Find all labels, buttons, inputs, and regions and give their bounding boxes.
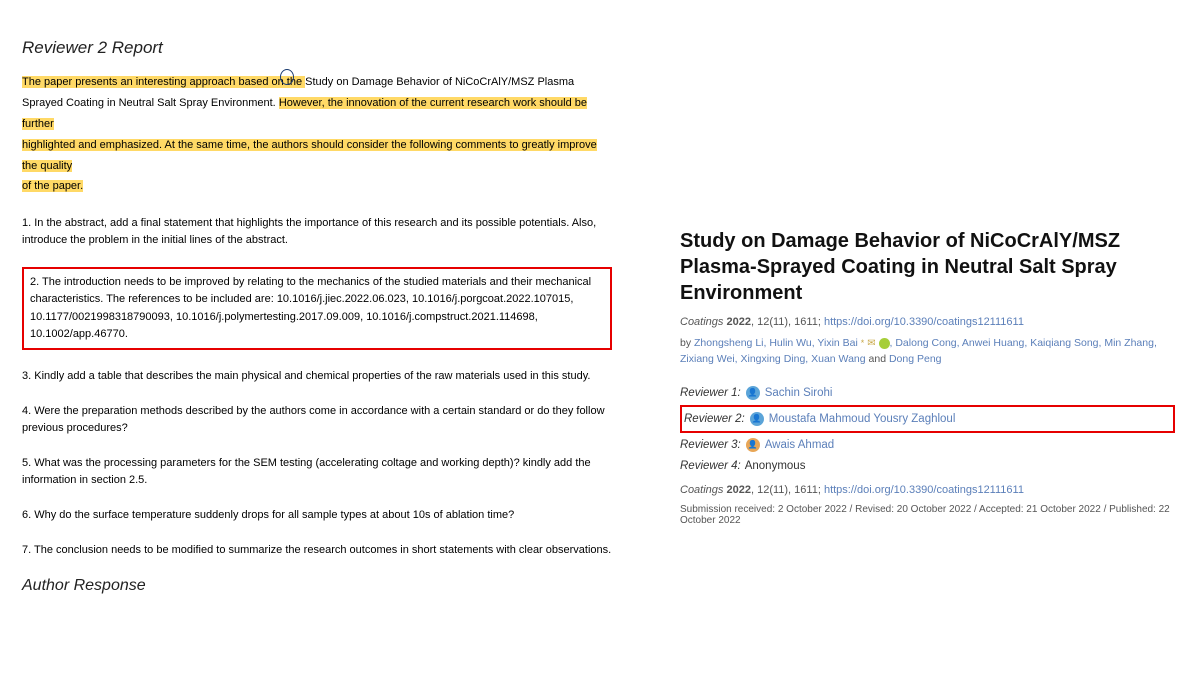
comment-3: 3. Kindly add a table that describes the… [22, 368, 612, 385]
avatar-icon: 👤 [750, 412, 764, 426]
doi-link-2[interactable]: https://doi.org/10.3390/coatings12111611 [824, 484, 1024, 496]
journal-name: Coatings [680, 316, 723, 328]
journal-year-2: 2022 [726, 484, 750, 496]
orcid-icon[interactable] [879, 338, 890, 349]
journal-vol-issue: , 12(11), 1611; [751, 316, 824, 328]
comment-1: 1. In the abstract, add a final statemen… [22, 215, 612, 249]
comment-4: 4. Were the preparation methods describe… [22, 403, 612, 437]
reviewer-4-label: Reviewer 4: [680, 460, 741, 472]
mail-icon[interactable]: ✉ [867, 338, 875, 349]
highlight-3: highlighted and emphasized. At the same … [22, 139, 597, 172]
comment-5: 5. What was the processing parameters fo… [22, 455, 612, 489]
reviewer-1-name[interactable]: Sachin Sirohi [765, 387, 833, 399]
comment-7: 7. The conclusion needs to be modified t… [22, 542, 612, 559]
journal-name-2: Coatings [680, 484, 723, 496]
avatar-icon: 👤 [746, 438, 760, 452]
by-label: by [680, 337, 694, 349]
avatar-icon: 👤 [746, 386, 760, 400]
journal-citation-2: Coatings 2022, 12(11), 1611; https://doi… [680, 484, 1175, 496]
intro-paragraph: The paper presents an interesting approa… [22, 72, 612, 197]
reviewer-2-highlighted-box: Reviewer 2: 👤 Moustafa Mahmoud Yousry Za… [680, 405, 1175, 433]
journal-year: 2022 [726, 316, 750, 328]
reviewer-report-panel: Reviewer 2 Report The paper presents an … [22, 38, 612, 595]
intro-plain2: Sprayed Coating in Neutral Salt Spray En… [22, 97, 279, 109]
highlight-1: The paper presents an interesting approa… [22, 76, 305, 88]
reviewer-3-label: Reviewer 3: [680, 439, 741, 451]
authors-list: by Zhongsheng Li, Hulin Wu, Yixin Bai * … [680, 336, 1175, 368]
reviewer-2-name[interactable]: Moustafa Mahmoud Yousry Zaghloul [769, 413, 956, 425]
reviewer-4-name: Anonymous [745, 460, 806, 472]
reviewer-1-label: Reviewer 1: [680, 387, 741, 399]
intro-mid: Study on Damage Behavior of NiCoCrAlY/MS… [305, 76, 574, 88]
paper-metadata-panel: Study on Damage Behavior of NiCoCrAlY/MS… [680, 228, 1175, 526]
authors-group-1[interactable]: Zhongsheng Li, Hulin Wu, Yixin Bai [694, 337, 858, 349]
journal-vol-issue-2: , 12(11), 1611; [751, 484, 824, 496]
journal-citation: Coatings 2022, 12(11), 1611; https://doi… [680, 316, 1175, 328]
paper-title: Study on Damage Behavior of NiCoCrAlY/MS… [680, 228, 1175, 306]
reviewer-4-row: Reviewer 4: Anonymous [680, 456, 1175, 476]
reviewer-1-row: Reviewer 1: 👤 Sachin Sirohi [680, 382, 1175, 404]
report-title: Reviewer 2 Report [22, 38, 612, 58]
reviewer-3-row: Reviewer 3: 👤 Awais Ahmad [680, 434, 1175, 456]
author-response-heading: Author Response [22, 577, 612, 595]
comment-2: 2. The introduction needs to be improved… [30, 274, 604, 342]
reviewer-2-label: Reviewer 2: [684, 413, 745, 425]
highlight-4: of the paper. [22, 180, 83, 192]
author-last[interactable]: Dong Peng [889, 353, 942, 365]
and-label: and [866, 353, 889, 365]
corresponding-star-icon: * [861, 338, 865, 348]
reviewer-3-name[interactable]: Awais Ahmad [765, 439, 834, 451]
publication-dates: Submission received: 2 October 2022 / Re… [680, 504, 1175, 526]
comment-2-highlighted-box: 2. The introduction needs to be improved… [22, 267, 612, 349]
reviewer-2-row: Reviewer 2: 👤 Moustafa Mahmoud Yousry Za… [684, 408, 1171, 430]
comment-6: 6. Why do the surface temperature sudden… [22, 507, 612, 524]
doi-link[interactable]: https://doi.org/10.3390/coatings12111611 [824, 316, 1024, 328]
